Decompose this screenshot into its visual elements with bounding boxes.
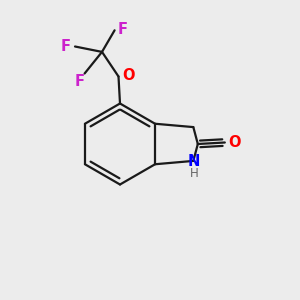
Text: O: O xyxy=(122,68,134,83)
Text: N: N xyxy=(188,154,200,169)
Text: O: O xyxy=(228,135,241,150)
Text: F: F xyxy=(61,39,71,54)
Text: H: H xyxy=(190,167,198,180)
Text: F: F xyxy=(74,74,84,89)
Text: F: F xyxy=(117,22,128,37)
